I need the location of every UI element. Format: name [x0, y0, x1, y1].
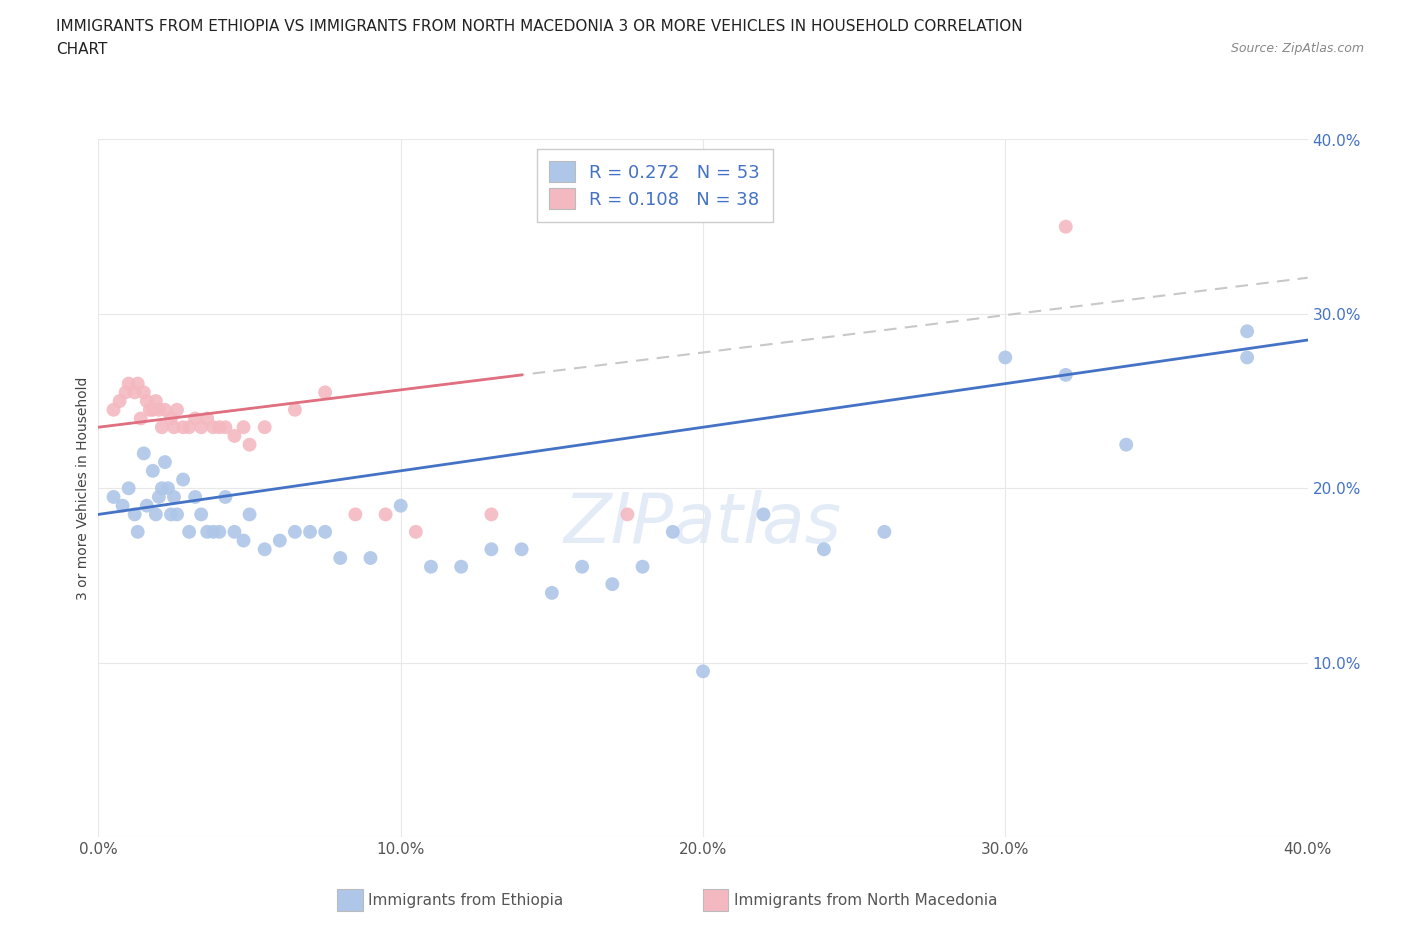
Point: [360, 551, 382, 565]
Point: [118, 376, 141, 391]
Text: ZIPatlas: ZIPatlas: [564, 489, 842, 557]
Legend: R = 0.272   N = 53, R = 0.108   N = 38: R = 0.272 N = 53, R = 0.108 N = 38: [537, 149, 772, 222]
Point: [284, 403, 307, 418]
Point: [269, 533, 291, 548]
Point: [389, 498, 412, 513]
Point: [172, 472, 194, 487]
Point: [184, 411, 207, 426]
Point: [1115, 437, 1137, 452]
Point: [148, 403, 170, 418]
Point: [631, 559, 654, 574]
Point: [145, 507, 167, 522]
Point: [135, 393, 157, 408]
Point: [145, 393, 167, 408]
Point: [132, 446, 155, 461]
Point: [214, 489, 236, 504]
Point: [202, 525, 225, 539]
Point: [239, 507, 262, 522]
Point: [142, 463, 165, 478]
Point: [239, 437, 262, 452]
Point: [139, 403, 162, 418]
Point: [510, 542, 533, 557]
Text: Immigrants from North Macedonia: Immigrants from North Macedonia: [734, 893, 997, 908]
Point: [118, 481, 141, 496]
Point: [103, 489, 125, 504]
Point: [135, 498, 157, 513]
Point: [124, 507, 146, 522]
Point: [1054, 219, 1077, 234]
Point: [132, 385, 155, 400]
Point: [1236, 350, 1258, 365]
Point: [114, 385, 136, 400]
Point: [153, 403, 176, 418]
Point: [602, 577, 624, 591]
Point: [616, 507, 638, 522]
Point: [190, 507, 212, 522]
Point: [994, 350, 1017, 365]
Point: [314, 385, 336, 400]
Point: [253, 542, 276, 557]
Point: [284, 525, 307, 539]
Point: [344, 507, 367, 522]
Point: [873, 525, 896, 539]
Point: [148, 489, 170, 504]
Point: [150, 481, 173, 496]
Point: [202, 419, 225, 434]
Point: [253, 419, 276, 434]
Point: [314, 525, 336, 539]
Point: [163, 419, 186, 434]
Point: [214, 419, 236, 434]
Point: [540, 586, 562, 601]
Text: CHART: CHART: [56, 42, 108, 57]
Point: [177, 419, 201, 434]
Text: IMMIGRANTS FROM ETHIOPIA VS IMMIGRANTS FROM NORTH MACEDONIA 3 OR MORE VEHICLES I: IMMIGRANTS FROM ETHIOPIA VS IMMIGRANTS F…: [56, 19, 1024, 33]
Point: [224, 429, 246, 444]
Point: [177, 525, 201, 539]
Point: [142, 403, 165, 418]
Point: [1054, 367, 1077, 382]
Text: Source: ZipAtlas.com: Source: ZipAtlas.com: [1230, 42, 1364, 55]
Point: [127, 376, 149, 391]
Point: [127, 525, 149, 539]
Point: [813, 542, 835, 557]
Point: [103, 403, 125, 418]
Point: [208, 419, 231, 434]
Point: [481, 542, 503, 557]
Point: [163, 489, 186, 504]
Point: [190, 419, 212, 434]
Point: [661, 525, 683, 539]
Point: [153, 455, 176, 470]
Point: [124, 385, 146, 400]
Point: [224, 525, 246, 539]
Point: [129, 411, 152, 426]
Point: [329, 551, 352, 565]
Point: [160, 411, 183, 426]
Point: [571, 559, 593, 574]
Point: [111, 498, 134, 513]
Point: [450, 559, 472, 574]
Point: [166, 403, 188, 418]
Point: [481, 507, 503, 522]
Point: [195, 411, 218, 426]
Y-axis label: 3 or more Vehicles in Household: 3 or more Vehicles in Household: [76, 377, 90, 600]
Point: [299, 525, 322, 539]
Point: [208, 525, 231, 539]
Point: [184, 489, 207, 504]
Point: [419, 559, 441, 574]
Point: [692, 664, 714, 679]
Point: [172, 419, 194, 434]
Point: [374, 507, 396, 522]
Point: [752, 507, 775, 522]
Point: [232, 419, 254, 434]
Point: [156, 481, 179, 496]
Point: [108, 393, 131, 408]
Point: [150, 419, 173, 434]
Point: [195, 525, 218, 539]
Point: [232, 533, 254, 548]
Point: [405, 525, 427, 539]
Point: [160, 507, 183, 522]
Point: [1236, 324, 1258, 339]
Text: Immigrants from Ethiopia: Immigrants from Ethiopia: [368, 893, 564, 908]
Point: [166, 507, 188, 522]
